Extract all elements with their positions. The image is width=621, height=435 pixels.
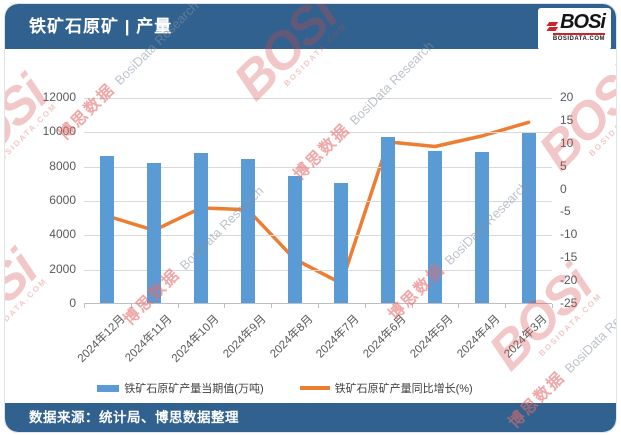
- left-axis-label: 10000: [42, 124, 76, 139]
- right-axis-label: 10: [560, 135, 574, 150]
- left-axis-label: 12000: [42, 90, 76, 104]
- gridline: [84, 166, 552, 168]
- left-axis-label: 2000: [49, 261, 76, 276]
- bar: [287, 176, 302, 303]
- bar-swatch-icon: [97, 384, 120, 392]
- x-axis-label: 2024年5月: [408, 313, 456, 361]
- left-axis-label: 0: [69, 296, 76, 310]
- logo-stripes-icon: [546, 21, 559, 31]
- x-axis-tick: [224, 304, 226, 308]
- report-card: 铁矿石原矿 | 产量 BOSi BOSIDATA.COM 0 2000 4000 60…: [4, 3, 617, 433]
- legend-item-growth: 铁矿石原矿产量同比增长(%): [299, 380, 473, 396]
- legend: 铁矿石原矿产量当期值(万吨) 铁矿石原矿产量同比增长(%): [5, 380, 565, 396]
- right-axis-label: -5: [560, 204, 571, 219]
- gridline: [84, 235, 552, 237]
- right-axis-label: 0: [560, 181, 567, 196]
- bar: [428, 150, 442, 303]
- bar: [194, 153, 208, 303]
- x-axis-tick: [130, 304, 132, 308]
- bar: [474, 152, 489, 303]
- right-axis-label: 20: [560, 90, 574, 104]
- x-axis-label: 2024年4月: [455, 313, 503, 361]
- left-axis-label: 6000: [49, 193, 76, 207]
- legend-label-production: 铁矿石原矿产量当期值(万吨): [124, 383, 264, 395]
- x-axis-tick: [271, 304, 273, 308]
- logo-subtext: BOSIDATA.COM: [552, 33, 605, 42]
- right-axis-label: -10: [560, 227, 578, 242]
- gridline: [84, 98, 552, 99]
- bar: [240, 159, 255, 303]
- growth-line-layer: [105, 120, 531, 286]
- legend-item-production: 铁矿石原矿产量当期值(万吨): [97, 380, 264, 396]
- legend-label-growth: 铁矿石原矿产量同比增长(%): [334, 383, 473, 395]
- x-axis-tick: [458, 304, 460, 308]
- footer-bar: 数据来源：统计局、博思数据整理: [5, 403, 616, 432]
- x-axis-label: 2024年12月: [76, 313, 128, 366]
- growth-line: [105, 120, 531, 286]
- gridline: [84, 269, 552, 271]
- page-title: 铁矿石原矿 | 产量: [29, 17, 173, 36]
- data-source-note: 数据来源：统计局、博思数据整理: [29, 410, 239, 425]
- bosi-logo: BOSi BOSIDATA.COM: [538, 8, 611, 50]
- right-axis-label: -20: [560, 273, 578, 288]
- x-axis-label: 2024年9月: [221, 313, 269, 361]
- right-axis-label: 5: [560, 158, 567, 173]
- bar: [147, 162, 162, 303]
- x-axis-tick: [411, 304, 413, 308]
- x-axis-tick: [552, 304, 553, 308]
- x-axis-tick: [318, 304, 319, 308]
- right-axis-label: -15: [560, 250, 578, 265]
- bar: [521, 133, 536, 303]
- x-axis-label: 2024年6月: [361, 313, 409, 361]
- bar: [334, 182, 349, 303]
- x-axis-tick: [505, 304, 507, 308]
- left-axis-label: 8000: [49, 158, 76, 173]
- x-axis-label: 2024年10月: [169, 313, 222, 366]
- right-axis-label: -25: [560, 296, 578, 310]
- header-bar: 铁矿石原矿 | 产量 BOSi BOSIDATA.COM: [5, 4, 616, 50]
- gridline: [84, 201, 552, 202]
- x-axis-tick: [364, 304, 366, 308]
- x-axis-label: 2024年8月: [267, 313, 316, 361]
- x-axis-tick: [84, 304, 85, 308]
- bar: [381, 137, 396, 303]
- gridline: [84, 132, 552, 134]
- bar: [100, 156, 115, 303]
- logo-text: BOSi: [560, 11, 606, 33]
- plot-area: [84, 98, 553, 308]
- x-axis-label: 2024年7月: [314, 313, 362, 361]
- x-axis-label: 2024年11月: [123, 313, 175, 365]
- left-axis-label: 4000: [49, 227, 76, 242]
- line-swatch-icon: [299, 386, 330, 390]
- right-axis-label: 15: [560, 112, 574, 127]
- x-axis-label: 2024年3月: [501, 313, 550, 361]
- x-axis-tick: [177, 304, 179, 308]
